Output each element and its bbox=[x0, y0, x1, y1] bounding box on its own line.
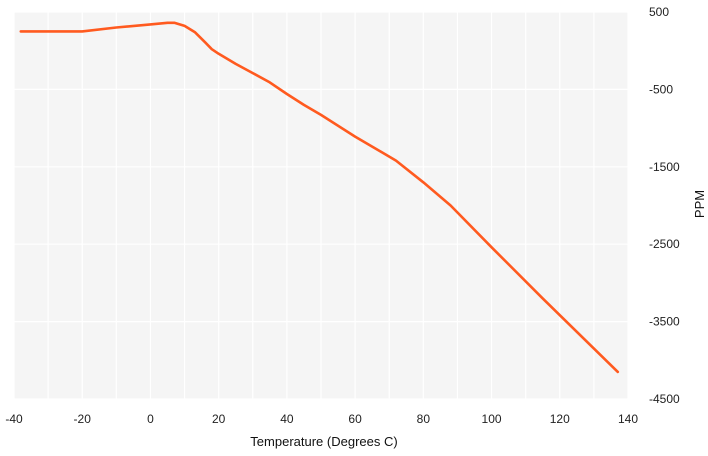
x-axis-title: Temperature (Degrees C) bbox=[250, 434, 397, 449]
x-axis-ticks: -40 -20 0 20 40 60 80 100 120 140 bbox=[5, 412, 638, 426]
y-tick-label: -3500 bbox=[649, 315, 680, 329]
x-tick-label: -40 bbox=[5, 412, 23, 426]
x-tick-label: 0 bbox=[147, 412, 154, 426]
x-tick-label: 80 bbox=[417, 412, 431, 426]
x-tick-label: 20 bbox=[212, 412, 226, 426]
y-tick-label: -4500 bbox=[649, 392, 680, 406]
x-tick-label: 100 bbox=[482, 412, 502, 426]
y-tick-label: -2500 bbox=[649, 237, 680, 251]
x-tick-label: -20 bbox=[74, 412, 92, 426]
y-tick-label: -1500 bbox=[649, 160, 680, 174]
x-tick-label: 60 bbox=[348, 412, 362, 426]
y-tick-label: -500 bbox=[649, 82, 673, 96]
series-line bbox=[19, 21, 620, 374]
x-tick-label: 40 bbox=[280, 412, 294, 426]
x-tick-label: 120 bbox=[550, 412, 570, 426]
y-axis-title: PPM bbox=[692, 190, 707, 218]
x-tick-label: 140 bbox=[618, 412, 638, 426]
y-tick-label: 500 bbox=[649, 5, 669, 19]
series-group bbox=[19, 21, 620, 374]
y-axis-ticks: 500 -500 -1500 -2500 -3500 -4500 bbox=[649, 5, 680, 406]
grid-lines bbox=[13, 11, 629, 400]
